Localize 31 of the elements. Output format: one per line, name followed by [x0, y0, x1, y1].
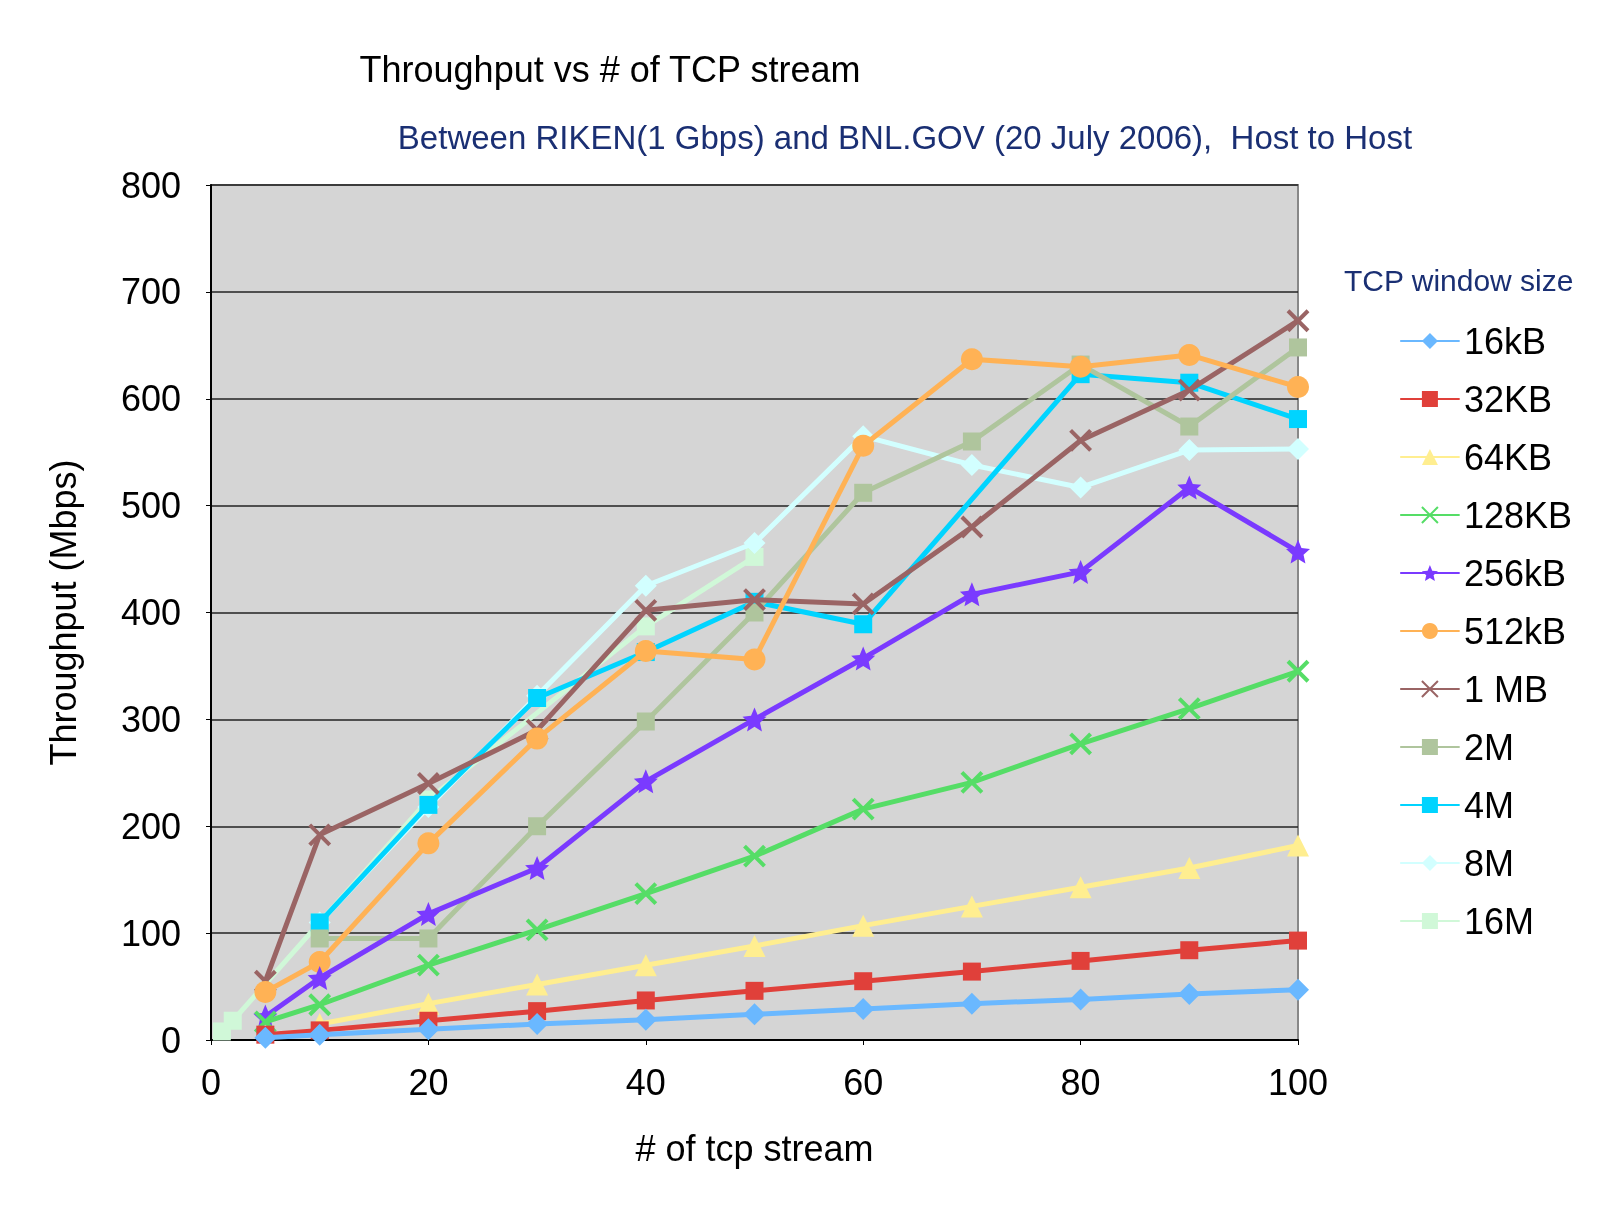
y-tick-label: 700	[120, 271, 181, 313]
x-axis-title: # of tcp stream	[635, 1127, 874, 1169]
legend-label: 128KB	[1463, 494, 1573, 536]
y-tick-label: 600	[120, 378, 181, 420]
chart-title: Throughput vs # of TCP stream	[359, 48, 861, 90]
legend-label: 8M	[1463, 842, 1514, 884]
y-tick-label: 800	[120, 164, 181, 206]
y-tick-label: 100	[120, 912, 181, 954]
legend-label: 64KB	[1463, 436, 1552, 478]
legend-label: 16M	[1463, 900, 1534, 942]
y-tick-label: 0	[160, 1019, 181, 1061]
y-tick-label: 500	[120, 485, 181, 527]
legend-label: 2M	[1463, 726, 1514, 768]
y-tick-label: 200	[120, 805, 181, 847]
legend-title: TCP window size	[1343, 263, 1574, 297]
y-tick-label: 400	[120, 592, 181, 633]
legend-label: 4M	[1463, 784, 1514, 826]
x-tick-label: 40	[625, 1061, 666, 1103]
x-tick-label: 20	[408, 1061, 449, 1103]
chart-subtitle: Between RIKEN(1 Gbps) and BNL.GOV (20 July 2006), Host to Host	[397, 119, 1413, 156]
legend-label: 256kB	[1463, 552, 1566, 594]
legend-label: 16kB	[1463, 320, 1546, 362]
legend-label: 32KB	[1463, 378, 1552, 420]
x-tick-label: 60	[843, 1061, 884, 1103]
y-axis-title: Throughput (Mbps)	[42, 459, 84, 766]
legend-label: 1 MB	[1463, 668, 1548, 710]
legend-label: 512kB	[1463, 610, 1566, 652]
x-tick-label: 0	[200, 1061, 222, 1103]
x-tick-label: 100	[1267, 1061, 1329, 1103]
y-tick-label: 300	[120, 698, 181, 740]
x-tick-label: 80	[1060, 1061, 1101, 1103]
